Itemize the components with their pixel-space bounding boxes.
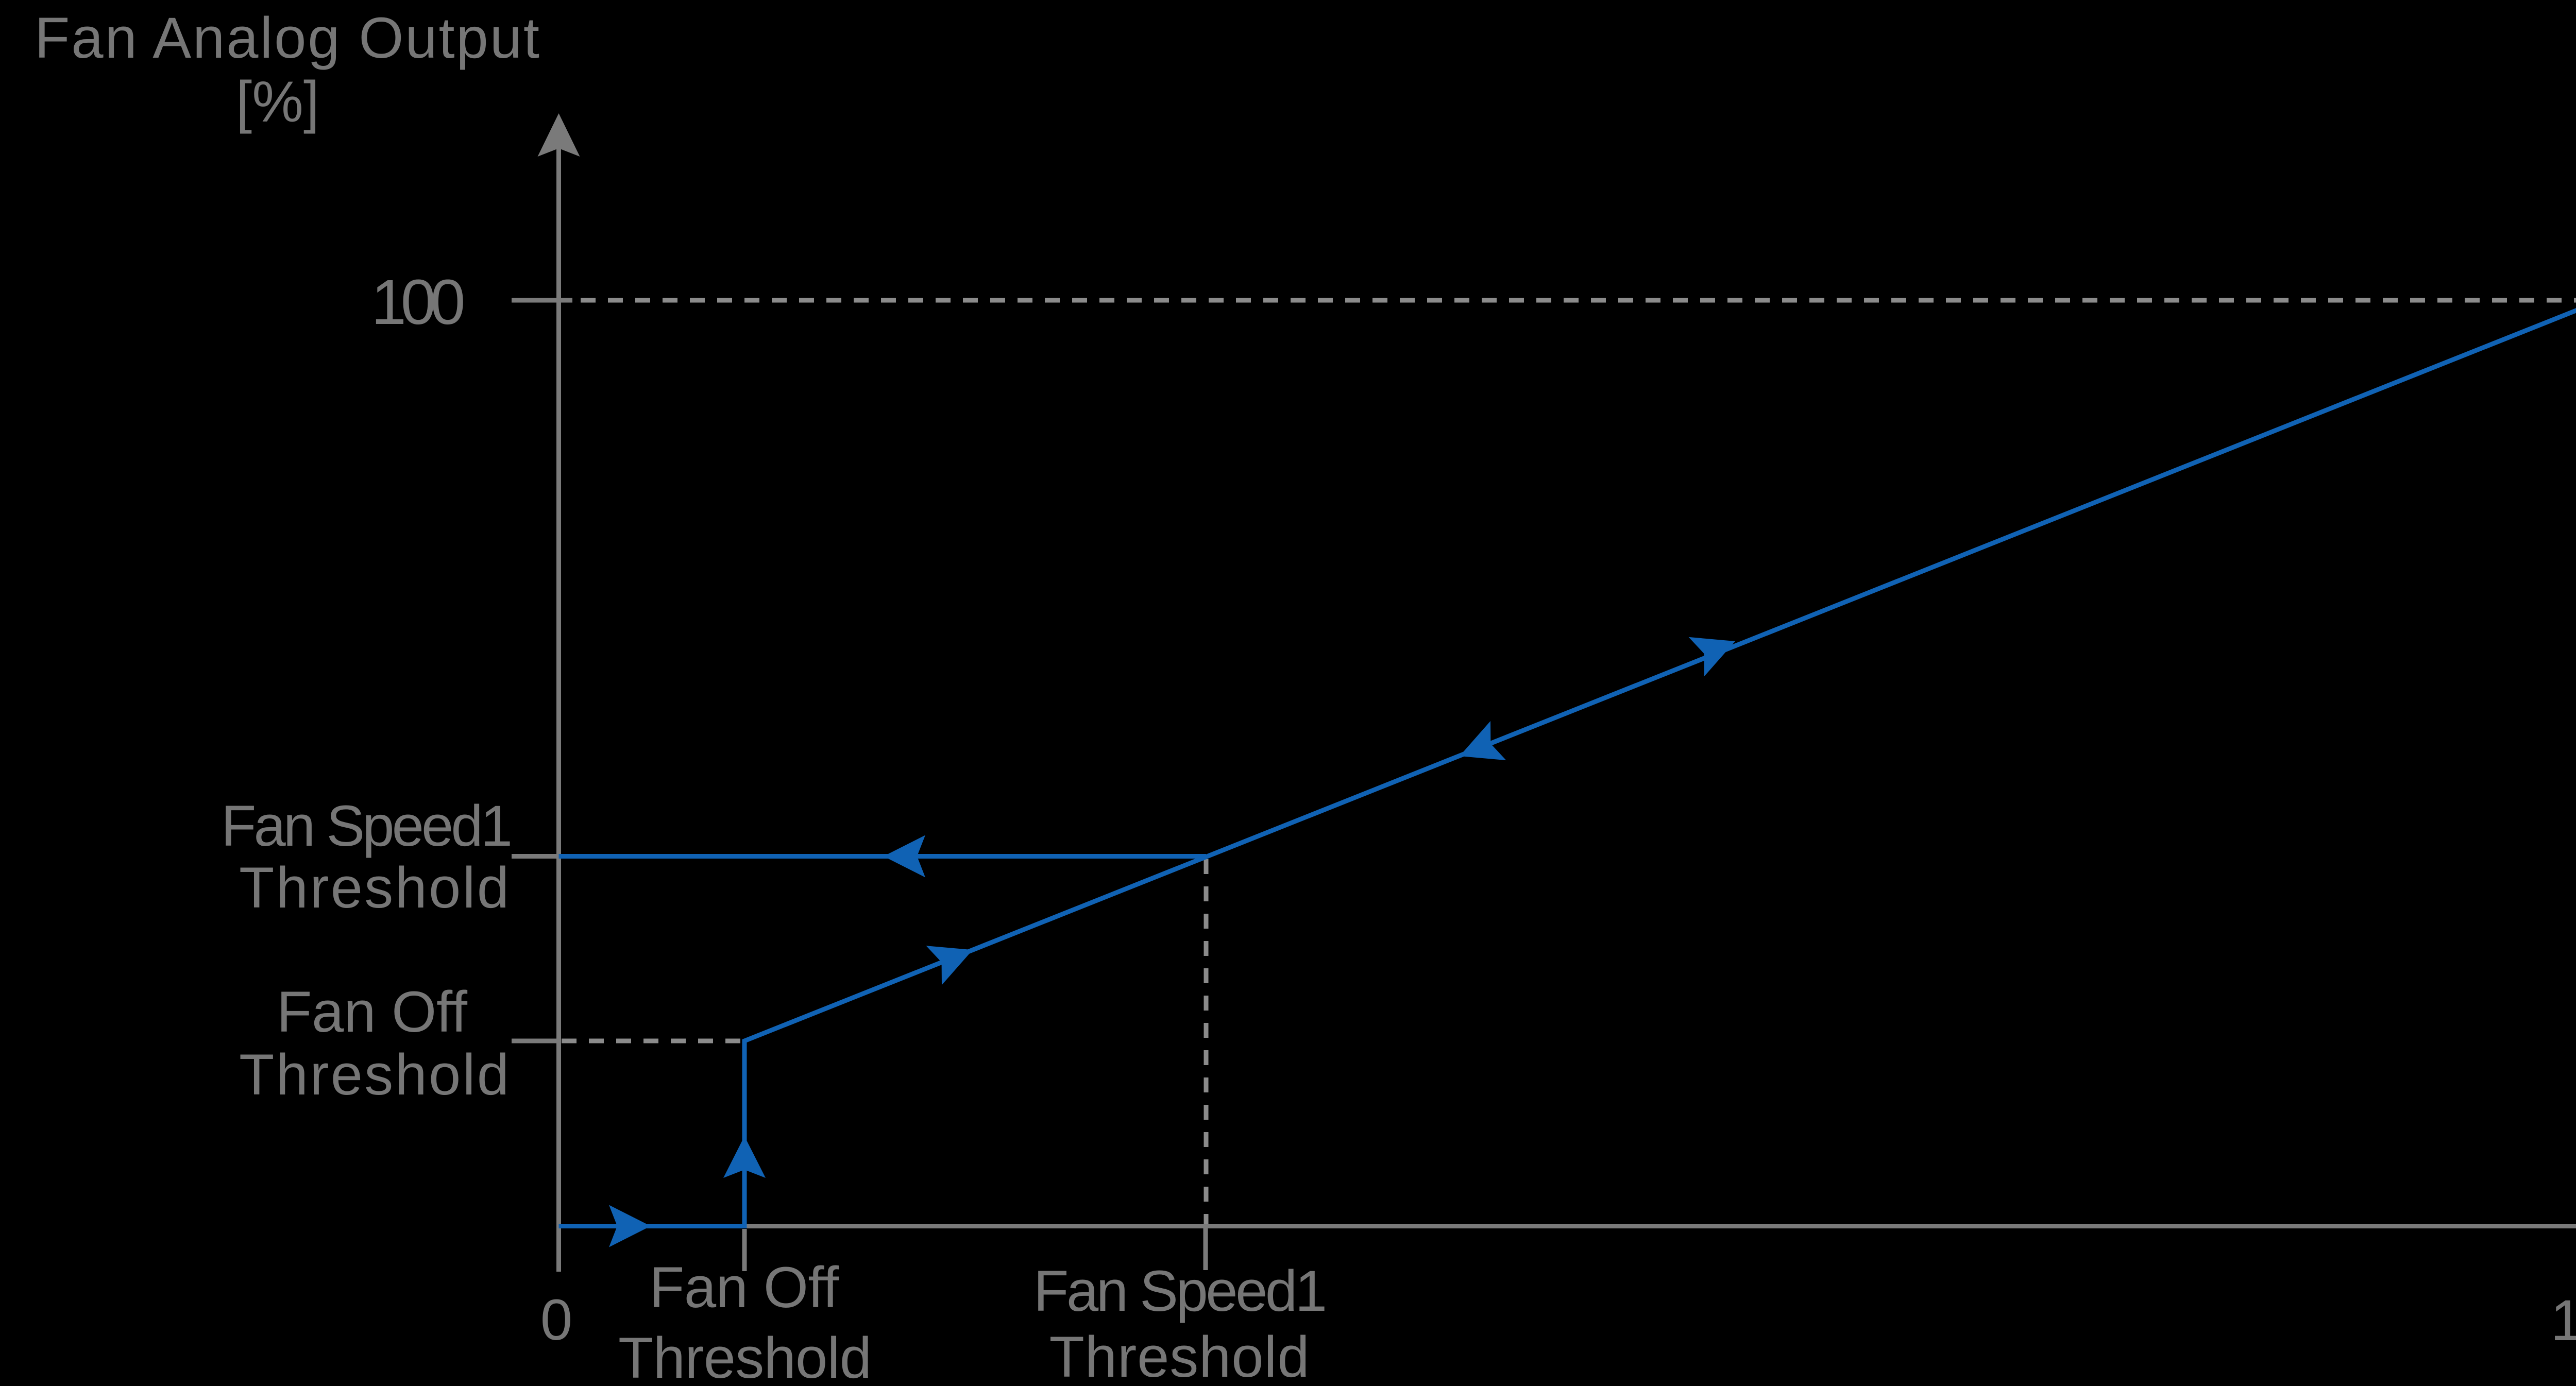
svg-text:Fan Analog Output: Fan Analog Output xyxy=(35,6,539,70)
svg-text:Fan Speed1: Fan Speed1 xyxy=(1033,1259,1327,1323)
svg-text:0: 0 xyxy=(540,1288,572,1352)
svg-text:100: 100 xyxy=(2551,1288,2576,1353)
svg-text:Threshold: Threshold xyxy=(1049,1325,1310,1386)
svg-text:Fan Speed1: Fan Speed1 xyxy=(221,794,513,858)
svg-text:Threshold: Threshold xyxy=(239,855,509,920)
svg-text:Fan Off: Fan Off xyxy=(649,1255,839,1320)
svg-text:Fan Off: Fan Off xyxy=(277,980,468,1044)
svg-text:Threshold: Threshold xyxy=(239,1042,509,1107)
svg-text:[%]: [%] xyxy=(236,70,319,134)
svg-text:Threshold: Threshold xyxy=(618,1326,872,1386)
svg-text:100: 100 xyxy=(371,267,466,338)
